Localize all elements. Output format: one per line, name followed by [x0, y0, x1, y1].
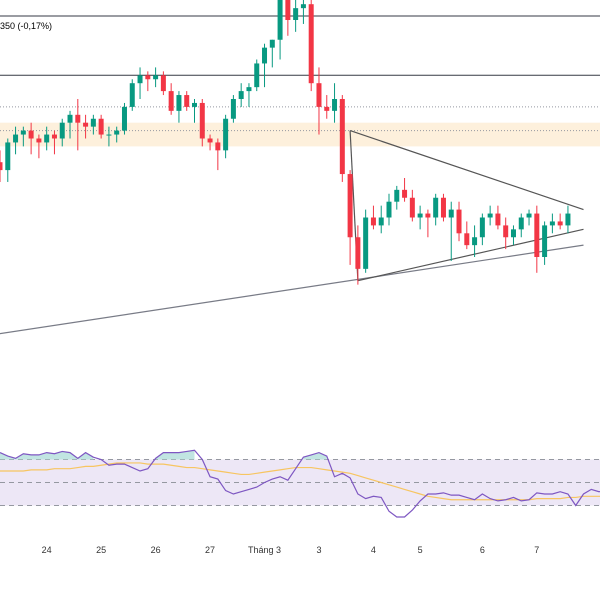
candle-up: [332, 99, 338, 111]
candle-up: [262, 47, 268, 64]
candle-down: [28, 130, 34, 139]
candle-up: [565, 213, 571, 226]
candle-up: [518, 217, 524, 230]
candle-down: [308, 4, 314, 84]
candle-up: [394, 189, 400, 202]
candle-up: [192, 102, 197, 107]
candle-down: [0, 162, 3, 171]
candle-down: [98, 118, 104, 135]
candle-down: [75, 114, 81, 123]
candle-up: [300, 4, 306, 9]
candle-up: [479, 217, 485, 238]
candle-up: [176, 95, 182, 111]
x-tick-label: 4: [371, 545, 376, 555]
rsi-overbought-fill: [0, 451, 94, 460]
candle-up: [5, 142, 11, 171]
candle-down: [464, 233, 470, 246]
candle-up: [378, 217, 384, 226]
candle-up: [67, 114, 73, 123]
triangle-upper: [349, 130, 584, 211]
long-trendline: [0, 244, 584, 335]
candle-up: [293, 8, 299, 20]
candle-up: [129, 83, 135, 107]
x-tick-label: 27: [205, 545, 215, 555]
candle-down: [339, 99, 345, 175]
candle-up: [269, 39, 275, 48]
candle-up: [448, 209, 454, 218]
x-tick-label: 26: [151, 545, 161, 555]
candle-up: [238, 91, 244, 99]
x-tick-label: 25: [96, 545, 106, 555]
candle-up: [363, 217, 369, 269]
candle-up: [13, 134, 19, 143]
candle-down: [215, 142, 221, 151]
candle-up: [153, 75, 159, 80]
candle-up: [433, 197, 439, 218]
candle-up: [277, 0, 283, 40]
candle-up: [90, 118, 96, 127]
candle-down: [440, 197, 446, 218]
x-tick-label: 7: [534, 545, 539, 555]
candle-down: [316, 83, 322, 107]
candle-up: [472, 237, 478, 246]
candle-down: [503, 225, 509, 238]
rsi-overbought-fill: [155, 450, 195, 460]
candle-down: [51, 134, 57, 139]
candle-up: [230, 99, 236, 119]
candle-up: [386, 201, 392, 218]
candle-up: [223, 118, 229, 151]
candle-up: [417, 213, 423, 218]
candle-down: [324, 106, 330, 111]
candle-up: [549, 221, 555, 226]
x-tick-label: 6: [480, 545, 485, 555]
x-tick-label: 5: [418, 545, 423, 555]
supply-zone: [0, 122, 600, 147]
candle-down: [557, 221, 563, 226]
candle-up: [526, 213, 532, 218]
candle-down: [534, 213, 540, 257]
x-tick-label: 3: [316, 545, 321, 555]
candle-up: [137, 75, 143, 84]
candle-down: [36, 138, 42, 143]
candle-down: [347, 174, 353, 238]
candle-down: [495, 213, 501, 226]
candle-up: [487, 213, 493, 218]
price-change-label: 350 (-0,17%): [0, 21, 52, 31]
candle-down: [168, 91, 174, 111]
candle-down: [145, 75, 151, 80]
candle-down: [456, 209, 462, 234]
candle-up: [542, 225, 548, 257]
candle-down: [199, 102, 205, 139]
candle-up: [510, 229, 516, 238]
candle-down: [160, 75, 166, 92]
candle-up: [20, 130, 26, 135]
candle-up: [246, 87, 252, 92]
candle-down: [207, 138, 213, 143]
candle-up: [121, 106, 127, 131]
candle-up: [254, 63, 260, 88]
candle-up: [106, 134, 112, 136]
x-tick-label: Tháng 3: [248, 545, 281, 555]
rsi-line: [0, 449, 600, 518]
x-tick-label: 24: [42, 545, 52, 555]
candle-down: [355, 237, 361, 269]
candle-up: [59, 122, 65, 139]
candle-down: [425, 213, 431, 218]
candle-down: [370, 217, 376, 226]
candle-up: [44, 134, 50, 143]
rsi-overbought-fill: [303, 452, 327, 460]
candle-down: [184, 95, 190, 107]
candle-down: [402, 189, 408, 198]
candle-down: [409, 197, 415, 218]
candle-down: [83, 122, 89, 127]
candle-down: [285, 0, 291, 20]
candle-up: [114, 130, 120, 135]
